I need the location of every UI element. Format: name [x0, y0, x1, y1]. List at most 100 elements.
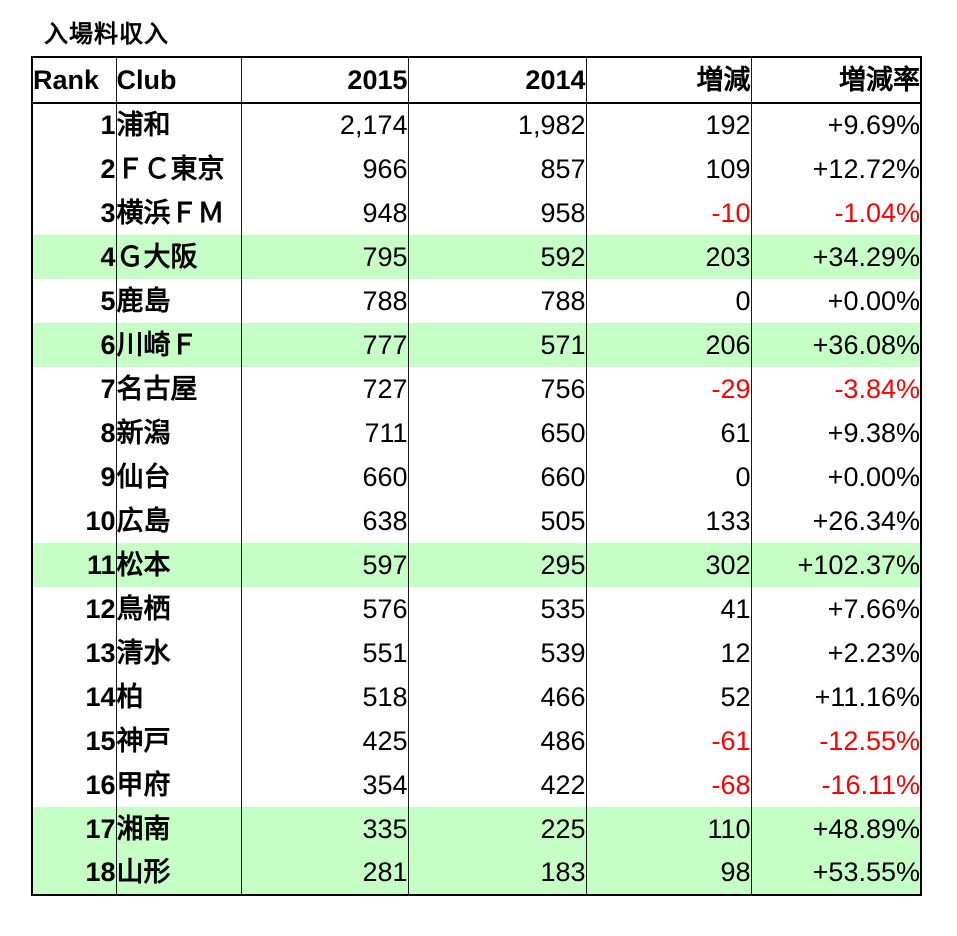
table-row: 10 広島 638 505 133 +26.34%	[32, 499, 921, 543]
diff-cell: -29	[585, 367, 751, 411]
diff-rate-cell: +34.29%	[750, 235, 921, 279]
value-2014-cell: 650	[407, 411, 586, 455]
diff-cell: 302	[585, 543, 751, 587]
diff-cell: 133	[585, 499, 751, 543]
value-2015-cell: 518	[240, 675, 408, 719]
diff-rate-cell: +36.08%	[750, 323, 921, 367]
table-row: 2 ＦＣ東京 966 857 109 +12.72%	[32, 147, 921, 191]
club-cell: 松本	[115, 543, 241, 587]
diff-cell: 110	[585, 807, 751, 851]
rank-cell: 12	[85, 593, 116, 624]
value-2014-cell: 592	[407, 235, 586, 279]
diff-rate-cell: +9.38%	[750, 411, 921, 455]
diff-rate-cell: -16.11%	[750, 763, 921, 807]
value-2015-cell: 354	[240, 763, 408, 807]
value-2015-cell: 638	[240, 499, 408, 543]
value-2015-cell: 795	[240, 235, 408, 279]
col-header-2014: 2014	[407, 57, 586, 104]
value-2015-cell: 597	[240, 543, 408, 587]
value-2014-cell: 958	[407, 191, 586, 235]
diff-cell: -68	[585, 763, 751, 807]
table-row: 1 浦和 2,174 1,982 192 +9.69%	[32, 103, 921, 147]
value-2014-cell: 486	[407, 719, 586, 763]
club-cell: 川崎Ｆ	[115, 323, 241, 367]
diff-cell: 192	[585, 103, 751, 147]
value-2015-cell: 948	[240, 191, 408, 235]
club-cell: 広島	[115, 499, 241, 543]
table-row: 9 仙台 660 660 0 +0.00%	[32, 455, 921, 499]
diff-cell: 12	[585, 631, 751, 675]
diff-rate-cell: +0.00%	[750, 455, 921, 499]
club-cell: 新潟	[115, 411, 241, 455]
table-row: 6 川崎Ｆ 777 571 206 +36.08%	[32, 323, 921, 367]
rank-cell: 11	[86, 549, 116, 580]
table-row: 7 名古屋 727 756 -29 -3.84%	[32, 367, 921, 411]
club-cell: 湘南	[115, 807, 241, 851]
value-2015-cell: 281	[240, 851, 408, 895]
rank-cell: 18	[85, 857, 116, 887]
diff-rate-cell: +53.55%	[750, 851, 921, 895]
rank-cell: 9	[100, 461, 116, 492]
value-2014-cell: 505	[407, 499, 586, 543]
club-cell: 柏	[115, 675, 241, 719]
rank-cell: 4	[100, 241, 116, 272]
value-2015-cell: 335	[240, 807, 408, 851]
table-row: 16 甲府 354 422 -68 -16.11%	[32, 763, 921, 807]
diff-rate-cell: +11.16%	[750, 675, 921, 719]
table-header-row: Rank Club 2015 2014 増減 増減率	[32, 57, 921, 104]
diff-rate-cell: +26.34%	[750, 499, 921, 543]
club-cell: 横浜ＦＭ	[115, 191, 241, 235]
diff-rate-cell: +7.66%	[750, 587, 921, 631]
rank-cell: 8	[100, 417, 116, 448]
diff-cell: 109	[585, 147, 751, 191]
diff-cell: 98	[585, 851, 751, 895]
table-row: 14 柏 518 466 52 +11.16%	[32, 675, 921, 719]
table-row: 12 鳥栖 576 535 41 +7.66%	[32, 587, 921, 631]
value-2014-cell: 660	[407, 455, 586, 499]
diff-rate-cell: +12.72%	[750, 147, 921, 191]
value-2014-cell: 295	[407, 543, 586, 587]
diff-rate-cell: -1.04%	[750, 191, 921, 235]
club-cell: 仙台	[115, 455, 241, 499]
value-2014-cell: 422	[407, 763, 586, 807]
revenue-table: Rank Club 2015 2014 増減 増減率 1 浦和 2,174 1,…	[31, 56, 922, 896]
diff-rate-cell: +48.89%	[750, 807, 921, 851]
value-2015-cell: 777	[240, 323, 408, 367]
rank-cell: 14	[85, 681, 116, 712]
diff-cell: 52	[585, 675, 751, 719]
club-cell: 清水	[115, 631, 241, 675]
diff-rate-cell: -3.84%	[750, 367, 921, 411]
value-2015-cell: 727	[240, 367, 408, 411]
table-row: 13 清水 551 539 12 +2.23%	[32, 631, 921, 675]
rank-cell: 16	[85, 769, 116, 800]
value-2015-cell: 966	[240, 147, 408, 191]
diff-rate-cell: +2.23%	[750, 631, 921, 675]
value-2014-cell: 571	[407, 323, 586, 367]
diff-cell: -10	[585, 191, 751, 235]
rank-cell: 7	[100, 373, 116, 404]
value-2015-cell: 425	[240, 719, 408, 763]
value-2014-cell: 1,982	[407, 103, 586, 147]
col-header-club: Club	[115, 57, 241, 104]
rank-cell: 17	[85, 813, 116, 844]
value-2014-cell: 225	[407, 807, 586, 851]
page-title: 入場料収入	[44, 21, 169, 48]
rank-cell: 6	[100, 329, 116, 360]
club-cell: 神戸	[115, 719, 241, 763]
table-row: 3 横浜ＦＭ 948 958 -10 -1.04%	[32, 191, 921, 235]
value-2014-cell: 183	[407, 851, 586, 895]
diff-rate-cell: -12.55%	[750, 719, 921, 763]
club-cell: 山形	[115, 851, 241, 895]
diff-rate-cell: +9.69%	[750, 103, 921, 147]
club-cell: 甲府	[115, 763, 241, 807]
table-row: 17 湘南 335 225 110 +48.89%	[32, 807, 921, 851]
value-2015-cell: 551	[240, 631, 408, 675]
value-2015-cell: 2,174	[240, 103, 408, 147]
table-row: 5 鹿島 788 788 0 +0.00%	[32, 279, 921, 323]
diff-rate-cell: +0.00%	[750, 279, 921, 323]
rank-cell: 2	[100, 153, 116, 184]
diff-cell: 41	[585, 587, 751, 631]
rank-cell: 15	[85, 725, 116, 756]
value-2014-cell: 466	[407, 675, 586, 719]
